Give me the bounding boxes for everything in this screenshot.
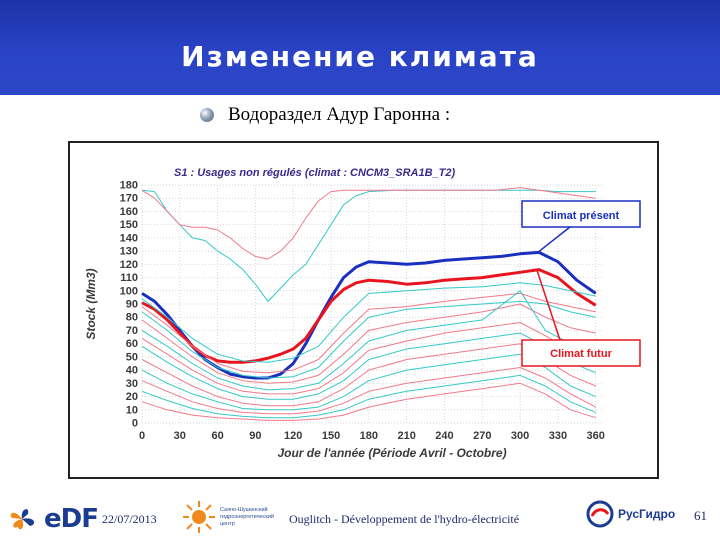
chart-frame: 0 10 20 30 40 50 60 70 80 90 100 110 120 130 140 150 160… — [68, 141, 659, 479]
x-tick-label: 270 — [473, 430, 491, 442]
chart-title: S1 : Usages non régulés (climat : CNCM3_… — [174, 167, 456, 179]
series-line-band-1 — [141, 282, 596, 363]
annotation-arrow-present — [537, 226, 571, 254]
y-tick-label: 170 — [120, 193, 138, 205]
edf-logo: eDF — [6, 504, 99, 534]
series-line-band-3 — [141, 300, 596, 379]
series-line-band-5 — [141, 290, 596, 391]
partner-logo-text: Саяно-Шушенский гидроэнергетический цент… — [220, 506, 274, 527]
rushydro-logo: РусГидро — [586, 500, 675, 528]
edf-logo-text: eDF — [44, 504, 99, 534]
y-tick-label: 150 — [120, 219, 138, 231]
annotation-label-futur: Climat futur — [550, 348, 612, 360]
x-tick-label: 0 — [139, 430, 145, 442]
x-axis-label: Jour de l'année (Période Avril - Octobre… — [277, 446, 506, 460]
x-tick-label: 240 — [435, 430, 453, 442]
annotation-label-present: Climat présent — [543, 210, 620, 222]
footer-text: Ouglitch - Développement de l'hydro-élec… — [289, 512, 520, 526]
edf-swirl-icon — [10, 509, 35, 530]
y-tick-label: 160 — [120, 206, 138, 218]
rushydro-logo-text: РусГидро — [618, 507, 676, 521]
page-number: 61 — [694, 508, 707, 523]
annotation-box-futur — [521, 339, 641, 367]
y-tick-label: 90 — [126, 299, 138, 311]
slide-title: Изменение климата — [181, 40, 539, 73]
series-line-futur — [141, 268, 597, 364]
y-axis-label: Stock (Mm3) — [84, 268, 98, 339]
chart: 0102030405060708090100110120130140150160… — [84, 167, 641, 460]
x-tick-label: 180 — [360, 430, 378, 442]
y-tick-label: 110 — [120, 272, 138, 284]
series-line-band-12 — [141, 382, 596, 421]
y-tick-label: 100 — [120, 285, 138, 297]
series-line-band-7 — [141, 332, 596, 400]
y-tick-label: 140 — [120, 232, 138, 244]
y-tick-label: 40 — [126, 365, 138, 377]
x-tick-label: 60 — [211, 430, 223, 442]
x-tick-label: 330 — [549, 430, 567, 442]
slide-footer: eDF 22/07/2013 Саяно-Шушенский гидроэнер… — [0, 490, 720, 540]
y-tick-label: 180 — [120, 180, 138, 192]
y-tick-label: 20 — [126, 391, 138, 403]
series-line-band-2 — [141, 292, 596, 374]
series-line-band-11 — [141, 374, 596, 419]
sun-icon — [183, 501, 215, 533]
y-tick-label: 60 — [126, 338, 138, 350]
subtitle-row: Водораздел Адур Гаронна : — [200, 104, 450, 126]
slide-subtitle: Водораздел Адур Гаронна : — [228, 104, 451, 125]
annotation-arrow-futur — [536, 269, 561, 341]
series-line-upper-cyan — [141, 189, 596, 302]
y-tick-label: 50 — [126, 351, 138, 363]
x-tick-label: 90 — [249, 430, 261, 442]
series-line-upper-pink — [141, 187, 596, 260]
y-tick-label: 70 — [126, 325, 138, 337]
y-tick-label: 120 — [120, 259, 138, 271]
footer-date: 22/07/2013 — [102, 512, 157, 526]
rushydro-icon — [586, 500, 614, 528]
x-tick-label: 360 — [587, 430, 605, 442]
y-tick-label: 130 — [120, 246, 138, 258]
series-line-band-10 — [141, 367, 596, 415]
series-line-band-4 — [141, 303, 596, 384]
y-tick-label: 0 — [132, 418, 138, 430]
y-tick-label: 10 — [126, 404, 138, 416]
partner-logo: Саяно-Шушенский гидроэнергетический цент… — [182, 500, 278, 534]
series-line-band-6 — [141, 322, 596, 395]
y-tick-label: 80 — [126, 312, 138, 324]
x-tick-label: 210 — [397, 430, 415, 442]
bullet-icon — [200, 108, 214, 122]
y-tick-label: 30 — [126, 378, 138, 390]
x-tick-label: 30 — [174, 430, 186, 442]
annotation-box-present — [521, 200, 641, 228]
x-tick-label: 150 — [322, 430, 340, 442]
x-tick-label: 300 — [511, 430, 529, 442]
slide-header: Изменение климата — [0, 0, 720, 95]
x-tick-label: 120 — [284, 430, 302, 442]
